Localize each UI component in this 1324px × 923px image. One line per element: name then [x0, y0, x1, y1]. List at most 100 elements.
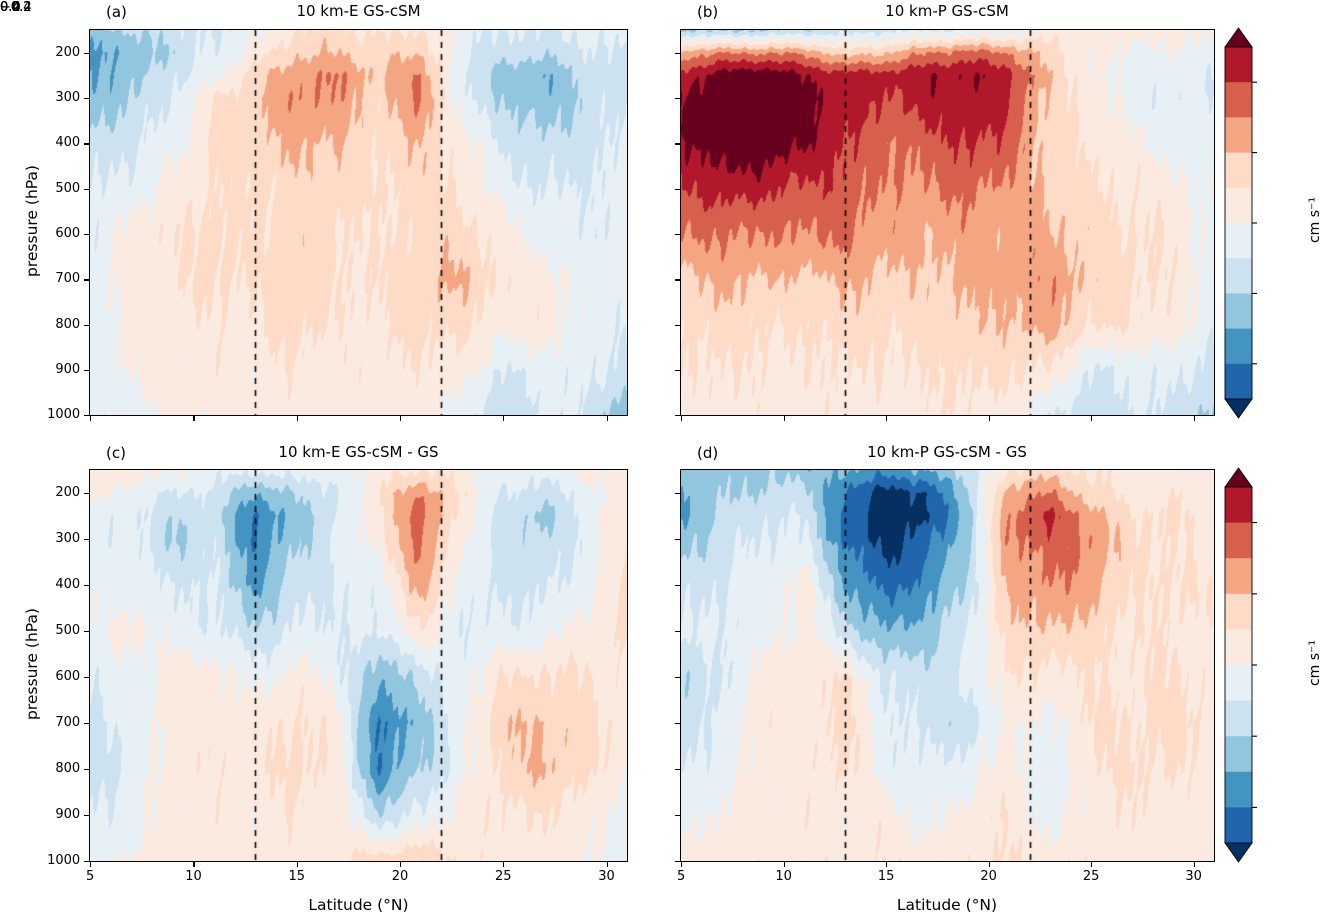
y-tick-label: 900	[55, 807, 81, 823]
colorbar-segment	[1225, 223, 1252, 259]
panel-c-letter: (c)	[106, 444, 126, 462]
x-tick-label: 15	[877, 869, 895, 885]
colorbar-under-arrow	[1224, 842, 1253, 863]
y-tick-mark	[675, 52, 681, 55]
x-tick-mark	[400, 416, 402, 422]
y-tick-label: 600	[55, 669, 81, 685]
contour-canvas-b	[681, 30, 1214, 415]
x-tick-mark	[1193, 416, 1195, 422]
y-tick-label: 1000	[47, 853, 81, 869]
x-tick-mark	[90, 416, 92, 422]
colorbar-segment	[1225, 771, 1252, 808]
colorbar-segment	[1225, 629, 1252, 666]
colorbar-segment	[1225, 187, 1252, 224]
x-tick-mark	[1193, 862, 1195, 868]
y-tick-mark	[675, 369, 681, 372]
x-tick-mark	[1091, 416, 1093, 422]
x-tick-mark	[503, 416, 505, 422]
x-tick-label: 10	[775, 869, 792, 885]
colorbar-segment	[1225, 293, 1252, 330]
x-tick-mark	[400, 862, 402, 868]
x-tick-mark	[681, 862, 683, 868]
x-tick-label: 20	[980, 869, 997, 885]
x-tick-mark	[988, 862, 990, 868]
y-tick-mark	[84, 52, 90, 55]
panel-d	[680, 469, 1215, 862]
y-tick-label: 800	[55, 761, 81, 777]
y-tick-mark	[675, 815, 681, 817]
y-tick-mark	[675, 723, 681, 725]
xlabel-left-column: Latitude (°N)	[308, 896, 409, 914]
x-tick-mark	[296, 862, 298, 868]
x-tick-mark	[783, 862, 785, 868]
y-tick-mark	[84, 279, 90, 281]
y-tick-label: 200	[55, 485, 81, 501]
colorbar-segment	[1225, 117, 1252, 154]
y-tick-mark	[84, 324, 90, 326]
y-tick-mark	[84, 769, 90, 771]
y-tick-mark	[675, 188, 681, 190]
y-tick-label: 1000	[47, 407, 81, 423]
colorbar-label-bottom: cm s⁻¹	[1307, 639, 1323, 687]
x-tick-mark	[886, 416, 888, 422]
colorbar-segment	[1225, 807, 1252, 844]
y-tick-mark	[675, 631, 681, 633]
y-tick-label: 700	[55, 715, 81, 731]
x-tick-mark	[886, 862, 888, 868]
x-tick-mark	[681, 416, 683, 422]
colorbar-segment	[1225, 665, 1252, 702]
colorbar-tick-label: 0.4	[0, 0, 21, 15]
colorbar-segment	[1225, 152, 1252, 189]
colorbar-tick-label: 0.0	[0, 0, 21, 15]
y-tick-label: 300	[55, 531, 81, 547]
y-tick-mark	[84, 415, 90, 417]
colorbar-segment	[1225, 700, 1252, 737]
colorbar-segment	[1225, 47, 1252, 83]
colorbar-tick-label: −0.4	[0, 0, 32, 15]
colorbar-segment	[1225, 258, 1252, 294]
y-tick-mark	[675, 585, 681, 587]
x-tick-label: 10	[185, 869, 202, 885]
panel-a-letter: (a)	[106, 3, 127, 21]
colorbar-tick-label: −0.2	[0, 0, 32, 15]
panel-d-title: 10 km-P GS-cSM - GS	[867, 443, 1027, 461]
y-tick-label: 500	[55, 180, 81, 196]
y-tick-mark	[84, 585, 90, 587]
colorbar-segment	[1225, 558, 1252, 595]
y-tick-mark	[675, 769, 681, 771]
panel-c	[89, 469, 628, 862]
y-tick-mark	[675, 493, 681, 495]
y-tick-label: 200	[55, 44, 81, 60]
y-tick-label: 400	[55, 577, 81, 593]
colorbar-label-top: cm s⁻¹	[1307, 196, 1323, 244]
colorbar-under-arrow	[1224, 398, 1253, 419]
colorbar-segment	[1225, 593, 1252, 630]
y-tick-mark	[84, 493, 90, 495]
y-tick-mark	[84, 539, 90, 541]
x-tick-mark	[783, 416, 785, 422]
y-tick-label: 300	[55, 90, 81, 106]
y-tick-mark	[84, 861, 90, 863]
panel-a-title: 10 km-E GS-cSM	[296, 2, 421, 20]
x-tick-label: 20	[391, 869, 409, 885]
panel-b-letter: (b)	[697, 3, 719, 21]
x-tick-label: 30	[1185, 869, 1202, 885]
panel-a	[89, 29, 628, 416]
colorbar-segment	[1225, 328, 1252, 365]
colorbar-tick-label: −0.2	[0, 0, 32, 15]
ylabel-top-row: pressure (hPa)	[23, 165, 41, 277]
x-tick-mark	[606, 416, 608, 422]
colorbar-tick-label: 0.2	[0, 0, 21, 15]
y-tick-mark	[675, 143, 681, 145]
y-tick-mark	[84, 234, 90, 236]
contour-canvas-d	[681, 470, 1214, 861]
colorbar-segment	[1225, 487, 1252, 524]
y-tick-label: 700	[55, 271, 81, 287]
y-tick-mark	[675, 539, 681, 541]
panel-b	[680, 29, 1215, 416]
y-tick-mark	[675, 234, 681, 236]
x-tick-label: 5	[677, 869, 686, 885]
y-tick-label: 500	[55, 623, 81, 639]
colorbar-tick-label: 0.4	[0, 0, 21, 15]
